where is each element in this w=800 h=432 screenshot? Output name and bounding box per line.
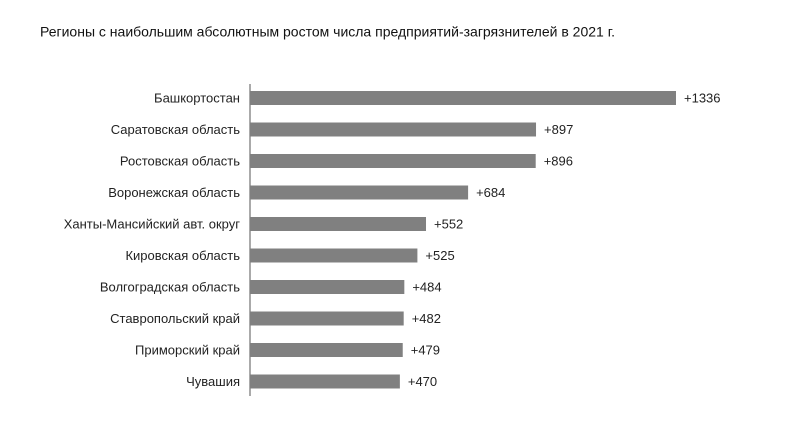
category-label: Ставропольский край — [110, 311, 240, 326]
value-label: +525 — [425, 248, 454, 263]
bar — [250, 374, 400, 389]
category-label: Саратовская область — [111, 122, 240, 137]
category-label: Приморский край — [135, 342, 240, 357]
category-label: Ростовская область — [120, 153, 240, 168]
bar — [250, 248, 418, 263]
value-label: +484 — [412, 279, 441, 294]
value-label: +482 — [412, 311, 441, 326]
value-label: +684 — [476, 185, 505, 200]
category-label: Башкортостан — [154, 90, 240, 105]
bar — [250, 122, 537, 137]
value-label: +896 — [544, 153, 573, 168]
bar — [250, 217, 427, 231]
value-label: +897 — [544, 122, 573, 137]
category-label: Кировская область — [125, 248, 240, 263]
bar — [250, 154, 536, 168]
value-label: +1336 — [684, 90, 721, 105]
value-label: +479 — [411, 342, 440, 357]
value-label: +552 — [434, 216, 463, 231]
chart-title: Регионы с наибольшим абсолютным ростом ч… — [40, 24, 615, 40]
bar — [250, 185, 469, 200]
category-label: Волгоградская область — [100, 279, 240, 294]
bar — [250, 91, 676, 105]
bar — [250, 280, 405, 294]
value-label: +470 — [408, 374, 437, 389]
category-label: Чувашия — [186, 374, 240, 389]
category-label: Ханты-Мансийский авт. округ — [64, 216, 241, 231]
bar — [250, 311, 404, 326]
category-label: Воронежская область — [108, 185, 240, 200]
bar — [250, 343, 403, 357]
